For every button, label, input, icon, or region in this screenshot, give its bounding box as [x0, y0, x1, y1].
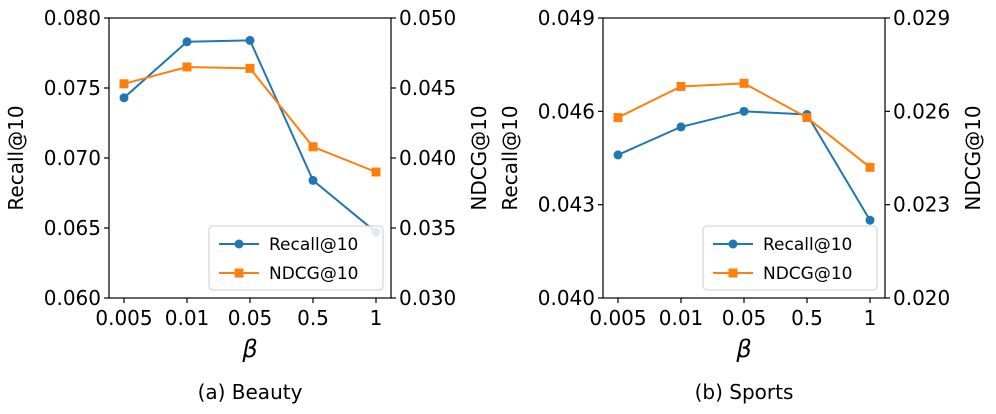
data-point-NDCG@10 [308, 142, 318, 152]
y-tick-label-left: 0.040 [538, 286, 595, 310]
data-point-Recall@10 [865, 215, 875, 225]
data-point-NDCG@10 [371, 167, 381, 177]
x-tick-label: 1 [864, 306, 877, 330]
data-point-Recall@10 [245, 35, 255, 45]
data-point-NDCG@10 [739, 78, 749, 88]
data-point-NDCG@10 [119, 79, 129, 89]
legend-label-Recall@10: Recall@10 [763, 235, 852, 255]
y-tick-label-right: 0.026 [893, 99, 950, 123]
series-line-NDCG@10 [123, 65, 377, 173]
y-tick-label-right: 0.030 [399, 286, 456, 310]
data-point-NDCG@10 [676, 81, 686, 91]
y-tick-label-left: 0.070 [44, 146, 101, 170]
legend-marker-Recall@10 [728, 239, 738, 249]
data-point-Recall@10 [308, 175, 318, 185]
y-tick-label-right: 0.045 [399, 76, 456, 100]
y-tick-label-left: 0.080 [44, 6, 101, 30]
chart-panel-2: 0.005 0.01 0.05 0.5 1 0.040 0.043 0.046 0.049 0.0… [498, 6, 985, 404]
x-tick-label: 0.5 [791, 306, 823, 330]
panel-caption: (a) Beauty [198, 380, 303, 404]
y-axis-label-left: Recall@10 [4, 105, 28, 210]
legend-marker-NDCG@10 [234, 268, 244, 278]
x-tick-label: 0.005 [589, 306, 646, 330]
y-axis-label-right: NDCG@10 [467, 105, 491, 210]
x-tick-label: 0.005 [95, 306, 152, 330]
y-axis-label-left: Recall@10 [498, 105, 522, 210]
x-axis-label: β [241, 335, 257, 363]
x-tick-label: 0.05 [722, 306, 767, 330]
y-tick-label-right: 0.035 [399, 216, 456, 240]
data-point-NDCG@10 [865, 162, 875, 172]
x-axis-label: β [735, 335, 751, 363]
data-point-Recall@10 [182, 37, 192, 47]
data-point-NDCG@10 [245, 63, 255, 73]
panel-caption: (b) Sports [695, 380, 794, 404]
legend-label-Recall@10: Recall@10 [269, 235, 358, 255]
y-tick-label-left: 0.060 [44, 286, 101, 310]
y-tick-label-right: 0.020 [893, 286, 950, 310]
y-tick-label-left: 0.075 [44, 76, 101, 100]
series-line-Recall@10 [617, 110, 871, 221]
data-point-NDCG@10 [802, 113, 812, 123]
x-tick-label: 0.01 [659, 306, 704, 330]
y-tick-label-right: 0.040 [399, 146, 456, 170]
chart-panel-1: 0.005 0.01 0.05 0.5 1 0.060 0.065 0.070 0.075 0.0… [4, 6, 491, 404]
y-axis-label-right: NDCG@10 [961, 105, 985, 210]
y-tick-label-left: 0.046 [538, 99, 595, 123]
y-tick-label-left: 0.043 [538, 193, 595, 217]
legend-marker-NDCG@10 [728, 268, 738, 278]
series-line-NDCG@10 [617, 82, 871, 169]
y-tick-label-right: 0.023 [893, 193, 950, 217]
y-tick-label-right: 0.050 [399, 6, 456, 30]
x-tick-label: 0.01 [165, 306, 210, 330]
x-tick-label: 0.05 [228, 306, 273, 330]
y-tick-label-left: 0.065 [44, 216, 101, 240]
legend-label-NDCG@10: NDCG@10 [269, 264, 358, 284]
data-point-Recall@10 [739, 106, 749, 116]
data-point-Recall@10 [119, 93, 129, 103]
legend-marker-Recall@10 [234, 239, 244, 249]
data-point-Recall@10 [676, 122, 686, 132]
data-point-NDCG@10 [613, 113, 623, 123]
x-tick-label: 0.5 [297, 306, 329, 330]
y-tick-label-left: 0.049 [538, 6, 595, 30]
legend-label-NDCG@10: NDCG@10 [763, 264, 852, 284]
y-tick-label-right: 0.029 [893, 6, 950, 30]
x-tick-label: 1 [370, 306, 383, 330]
data-point-Recall@10 [613, 150, 623, 160]
data-point-NDCG@10 [182, 62, 192, 72]
